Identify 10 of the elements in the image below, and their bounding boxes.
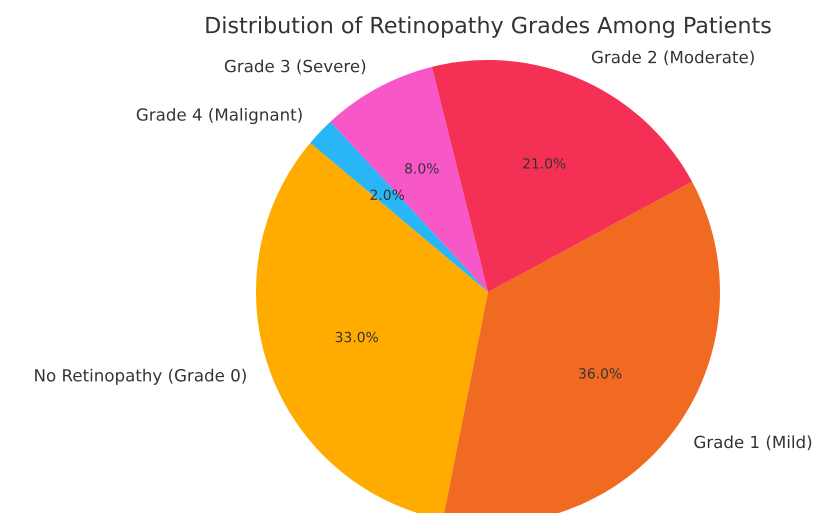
slice-label: No Retinopathy (Grade 0) — [35, 368, 246, 385]
chart-title: Distribution of Retinopathy Grades Among Patients — [206, 16, 771, 38]
slice-label: Grade 2 (Moderate) — [592, 50, 754, 66]
data-label: 36.0% — [579, 368, 622, 379]
slice-label: Grade 3 (Severe) — [224, 59, 366, 74]
data-label: 21.0% — [523, 158, 566, 169]
slice-label: Grade 4 (Malignant) — [136, 108, 302, 124]
data-label: 8.0% — [405, 163, 439, 174]
data-label: 33.0% — [336, 332, 378, 342]
slice-label: Grade 1 (Mild) — [694, 435, 812, 450]
